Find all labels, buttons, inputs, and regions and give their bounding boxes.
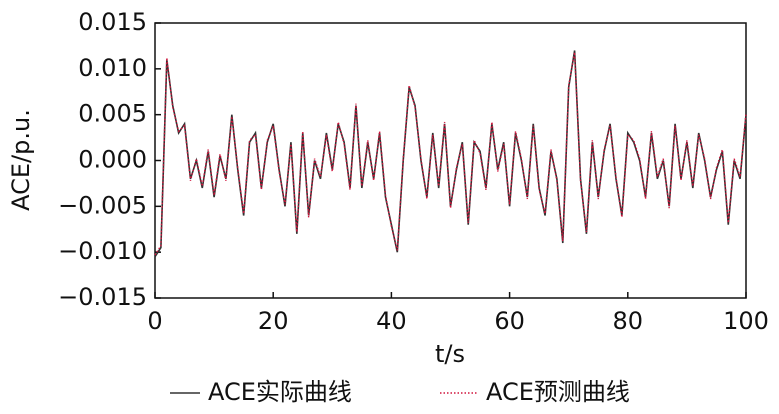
x-tick-label: 20: [258, 307, 289, 335]
y-tick-label: −0.005: [58, 191, 147, 219]
legend-label: ACE预测曲线: [486, 378, 630, 406]
x-tick-label: 40: [376, 307, 407, 335]
legend-label: ACE实际曲线: [208, 378, 352, 406]
x-tick-label: 80: [613, 307, 644, 335]
x-tick-label: 60: [494, 307, 525, 335]
y-tick-label: 0.005: [78, 100, 147, 128]
y-tick-label: −0.015: [58, 283, 147, 311]
y-tick-label: −0.010: [58, 237, 147, 265]
x-axis-label: t/s: [435, 340, 465, 368]
y-tick-label: 0.015: [78, 8, 147, 36]
y-tick-label: 0.010: [78, 54, 147, 82]
x-tick-label: 0: [147, 307, 162, 335]
plot-frame: [154, 22, 747, 299]
x-tick-label: 100: [723, 307, 769, 335]
y-tick-label: 0.000: [78, 146, 147, 174]
series-line: [154, 52, 747, 256]
y-axis-label: ACE/p.u.: [7, 109, 35, 211]
series-line: [154, 50, 747, 258]
